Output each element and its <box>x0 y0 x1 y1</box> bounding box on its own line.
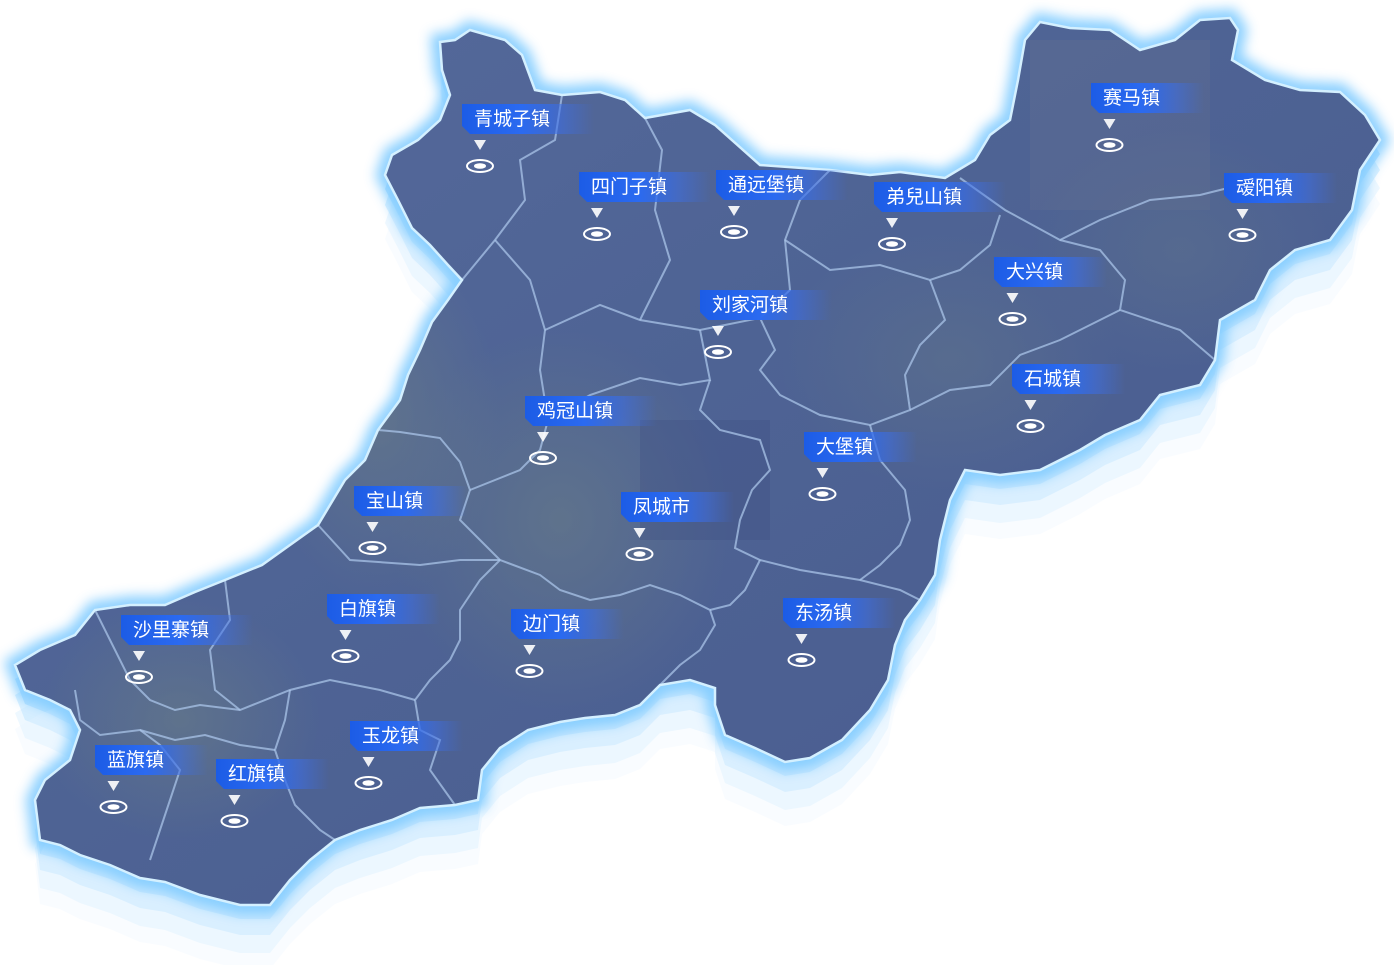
township-label[interactable]: 叆阳镇 <box>1185 173 1298 245</box>
township-label[interactable]: 凤城市 <box>582 492 695 564</box>
location-pin-icon <box>719 206 748 239</box>
township-name: 沙里寨镇 <box>121 615 253 645</box>
location-pin-icon <box>703 326 732 359</box>
location-pin-icon <box>219 795 248 828</box>
township-label[interactable]: 沙里寨镇 <box>73 615 205 687</box>
location-pin-icon <box>528 432 557 465</box>
township-name: 赛马镇 <box>1091 83 1204 113</box>
township-name: 石城镇 <box>1012 364 1125 394</box>
location-pin-icon <box>330 630 359 663</box>
location-pin-icon <box>1227 209 1256 242</box>
township-name: 白旗镇 <box>327 594 440 624</box>
township-label[interactable]: 边门镇 <box>472 609 585 681</box>
township-name: 东汤镇 <box>783 598 896 628</box>
location-pin-icon <box>997 293 1026 326</box>
location-pin-icon <box>786 634 815 667</box>
township-label[interactable]: 东汤镇 <box>744 598 857 670</box>
location-pin-icon <box>465 140 494 173</box>
township-name: 鸡冠山镇 <box>525 396 657 426</box>
township-label[interactable]: 玉龙镇 <box>311 721 424 793</box>
township-label[interactable]: 弟兒山镇 <box>826 182 958 254</box>
township-label[interactable]: 大堡镇 <box>765 432 878 504</box>
township-name: 凤城市 <box>621 492 734 522</box>
township-name: 四门子镇 <box>579 172 711 202</box>
township-label[interactable]: 刘家河镇 <box>652 290 784 362</box>
location-pin-icon <box>1015 400 1044 433</box>
location-pin-icon <box>1094 119 1123 152</box>
location-pin-icon <box>514 645 543 678</box>
location-pin-icon <box>124 651 153 684</box>
township-name: 边门镇 <box>511 609 624 639</box>
township-name: 叆阳镇 <box>1224 173 1337 203</box>
township-name: 青城子镇 <box>462 104 594 134</box>
township-label[interactable]: 大兴镇 <box>955 257 1068 329</box>
township-name: 刘家河镇 <box>700 290 832 320</box>
location-pin-icon <box>353 757 382 790</box>
township-name: 大兴镇 <box>994 257 1107 287</box>
township-name: 大堡镇 <box>804 432 917 462</box>
township-name: 玉龙镇 <box>350 721 463 751</box>
location-pin-icon <box>877 218 906 251</box>
township-label[interactable]: 宝山镇 <box>315 486 428 558</box>
township-label[interactable]: 白旗镇 <box>288 594 401 666</box>
location-pin-icon <box>624 528 653 561</box>
township-label[interactable]: 通远堡镇 <box>668 170 800 242</box>
township-name: 通远堡镇 <box>716 170 848 200</box>
township-name: 宝山镇 <box>354 486 467 516</box>
township-label[interactable]: 红旗镇 <box>177 759 290 831</box>
location-pin-icon <box>807 468 836 501</box>
township-label[interactable]: 石城镇 <box>973 364 1086 436</box>
township-name: 弟兒山镇 <box>874 182 1006 212</box>
township-label[interactable]: 鸡冠山镇 <box>477 396 609 468</box>
township-label[interactable]: 赛马镇 <box>1052 83 1165 155</box>
location-pin-icon <box>582 208 611 241</box>
township-label[interactable]: 四门子镇 <box>531 172 663 244</box>
township-label[interactable]: 蓝旗镇 <box>56 745 169 817</box>
township-label[interactable]: 青城子镇 <box>414 104 546 176</box>
township-name: 蓝旗镇 <box>95 745 208 775</box>
location-pin-icon <box>98 781 127 814</box>
township-name: 红旗镇 <box>216 759 329 789</box>
location-pin-icon <box>357 522 386 555</box>
